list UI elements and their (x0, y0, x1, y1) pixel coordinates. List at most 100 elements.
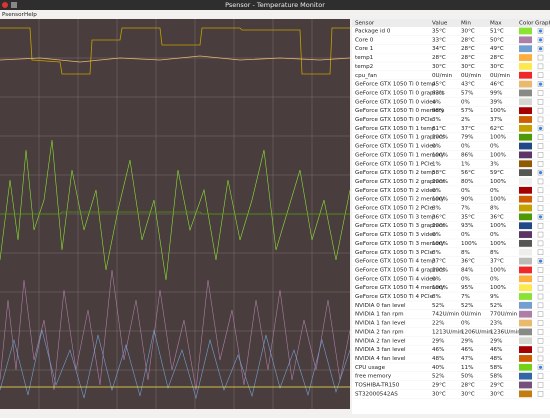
color-swatch[interactable] (519, 275, 532, 283)
graph-checkbox[interactable] (537, 355, 544, 362)
graph-checkbox[interactable] (537, 143, 544, 149)
color-swatch[interactable] (519, 54, 532, 61)
graph-checkbox[interactable] (537, 267, 544, 273)
cell-max: 8% (490, 250, 499, 256)
graph-check (538, 215, 543, 219)
graph-checkbox[interactable] (537, 178, 544, 185)
cell-sensor: NVIDIA 3 fan level (355, 347, 406, 353)
cell-min: 0% (461, 276, 470, 282)
column-header[interactable]: Value (432, 21, 448, 27)
color-swatch[interactable] (519, 363, 532, 371)
color-swatch[interactable] (519, 195, 532, 203)
color-swatch[interactable] (519, 71, 532, 79)
color-swatch[interactable] (519, 284, 532, 292)
cell-value: 100% (432, 152, 448, 158)
graph-checkbox[interactable] (537, 249, 544, 255)
graph-checkbox[interactable] (537, 346, 544, 353)
color-swatch[interactable] (519, 204, 532, 212)
app-icon (11, 2, 17, 8)
color-swatch[interactable] (519, 346, 532, 353)
column-header[interactable]: Max (490, 21, 502, 27)
color-swatch[interactable] (519, 372, 532, 380)
graph-checkbox[interactable] (537, 373, 544, 379)
graph-checkbox[interactable] (537, 72, 544, 78)
color-swatch[interactable] (519, 186, 532, 194)
color-swatch[interactable] (519, 213, 532, 221)
color-swatch[interactable] (519, 98, 532, 106)
color-swatch[interactable] (519, 36, 532, 44)
color-swatch[interactable] (519, 160, 532, 168)
cell-sensor: GeForce GTX 1050 Ti 1 graphics (355, 135, 445, 141)
color-swatch[interactable] (519, 257, 532, 265)
graph-checkbox[interactable] (537, 161, 544, 167)
color-swatch[interactable] (519, 381, 532, 389)
graph-line (0, 27, 350, 75)
color-swatch[interactable] (519, 240, 532, 247)
graph-checkbox[interactable] (537, 187, 544, 194)
cell-sensor: GeForce GTX 1050 Ti 4 memory (355, 285, 445, 291)
graph-checkbox[interactable] (537, 90, 544, 96)
color-swatch[interactable] (519, 319, 532, 327)
graph-checkbox[interactable] (537, 284, 544, 291)
menu-item[interactable]: Psensor (2, 12, 25, 18)
graph-checkbox[interactable] (537, 222, 544, 229)
graph-checkbox[interactable] (537, 196, 544, 202)
color-swatch[interactable] (519, 266, 532, 274)
color-swatch[interactable] (519, 178, 532, 185)
color-swatch[interactable] (519, 89, 532, 97)
color-swatch[interactable] (519, 301, 532, 309)
graph-checkbox[interactable] (537, 134, 544, 140)
cell-max: 58% (490, 374, 502, 380)
graph-checkbox[interactable] (537, 240, 544, 247)
graph-checkbox[interactable] (537, 329, 544, 335)
graph-checkbox[interactable] (537, 54, 544, 61)
color-swatch[interactable] (519, 80, 532, 88)
close-button[interactable] (2, 2, 8, 8)
color-swatch[interactable] (519, 151, 532, 159)
cell-max: 0% (490, 144, 499, 150)
color-swatch[interactable] (519, 45, 532, 53)
graph-checkbox[interactable] (537, 293, 544, 300)
color-swatch[interactable] (519, 390, 532, 398)
graph-checkbox[interactable] (537, 107, 544, 114)
color-swatch[interactable] (519, 222, 532, 230)
color-swatch[interactable] (519, 142, 532, 150)
color-swatch[interactable] (519, 116, 532, 123)
color-swatch[interactable] (519, 27, 532, 35)
cell-min: 36°C (461, 259, 475, 265)
graph-checkbox[interactable] (537, 338, 544, 344)
graph-checkbox[interactable] (537, 276, 544, 282)
graph-checkbox[interactable] (537, 205, 544, 211)
column-header[interactable]: Graph (535, 21, 550, 27)
graph-checkbox[interactable] (537, 63, 544, 70)
color-swatch[interactable] (519, 124, 532, 132)
color-swatch[interactable] (519, 293, 532, 300)
graph-checkbox[interactable] (537, 311, 544, 317)
graph-checkbox[interactable] (537, 152, 544, 158)
column-header[interactable]: Color (519, 21, 534, 27)
column-header[interactable]: Sensor (355, 21, 375, 27)
graph-checkbox[interactable] (537, 320, 544, 326)
color-swatch[interactable] (519, 355, 532, 362)
color-swatch[interactable] (519, 133, 532, 141)
graph-checkbox[interactable] (537, 302, 544, 309)
graph-checkbox[interactable] (537, 116, 544, 123)
cell-sensor: GeForce GTX 1050 Ti 1 video (355, 144, 437, 150)
menu-item[interactable]: Help (24, 12, 37, 18)
graph-checkbox[interactable] (537, 231, 544, 238)
graph-checkbox[interactable] (537, 99, 544, 105)
graph-checkbox[interactable] (537, 391, 544, 397)
color-swatch[interactable] (519, 63, 532, 70)
color-swatch[interactable] (519, 169, 532, 176)
color-swatch[interactable] (519, 328, 532, 336)
cell-sensor: GeForce GTX 1050 Ti 2 memory (355, 197, 445, 203)
color-swatch[interactable] (519, 107, 532, 115)
graph (0, 19, 351, 409)
color-swatch[interactable] (519, 248, 532, 256)
color-swatch[interactable] (519, 310, 532, 318)
graph-checkbox[interactable] (537, 382, 544, 388)
color-swatch[interactable] (519, 337, 532, 345)
color-swatch[interactable] (519, 231, 532, 238)
cell-min: 1% (461, 161, 470, 167)
column-header[interactable]: Min (461, 21, 471, 27)
